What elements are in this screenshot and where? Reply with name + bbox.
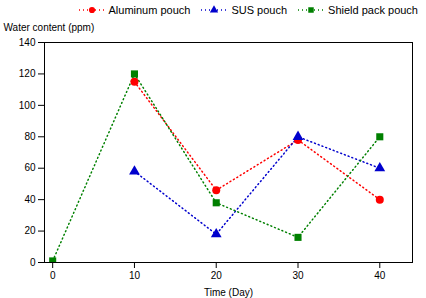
svg-text:0: 0 bbox=[50, 270, 56, 281]
svg-text:120: 120 bbox=[19, 68, 36, 79]
svg-text:60: 60 bbox=[24, 162, 36, 173]
svg-text:30: 30 bbox=[292, 270, 304, 281]
html-text:Shield pack pouch: Shield pack pouch bbox=[328, 4, 418, 16]
svg-text:140: 140 bbox=[19, 37, 36, 48]
svg-text:100: 100 bbox=[19, 100, 36, 111]
svg-text:Water content (ppm): Water content (ppm) bbox=[4, 22, 95, 33]
html-text:Aluminum pouch: Aluminum pouch bbox=[108, 4, 191, 16]
svg-text:40: 40 bbox=[374, 270, 386, 281]
svg-text:20: 20 bbox=[211, 270, 223, 281]
svg-text:40: 40 bbox=[24, 194, 36, 205]
svg-text:80: 80 bbox=[24, 131, 36, 142]
svg-text:10: 10 bbox=[129, 270, 141, 281]
svg-text:0: 0 bbox=[30, 257, 36, 268]
svg-text:Time (Day): Time (Day) bbox=[204, 287, 253, 298]
svg-text:20: 20 bbox=[24, 225, 36, 236]
html-text:SUS pouch: SUS pouch bbox=[231, 4, 288, 16]
